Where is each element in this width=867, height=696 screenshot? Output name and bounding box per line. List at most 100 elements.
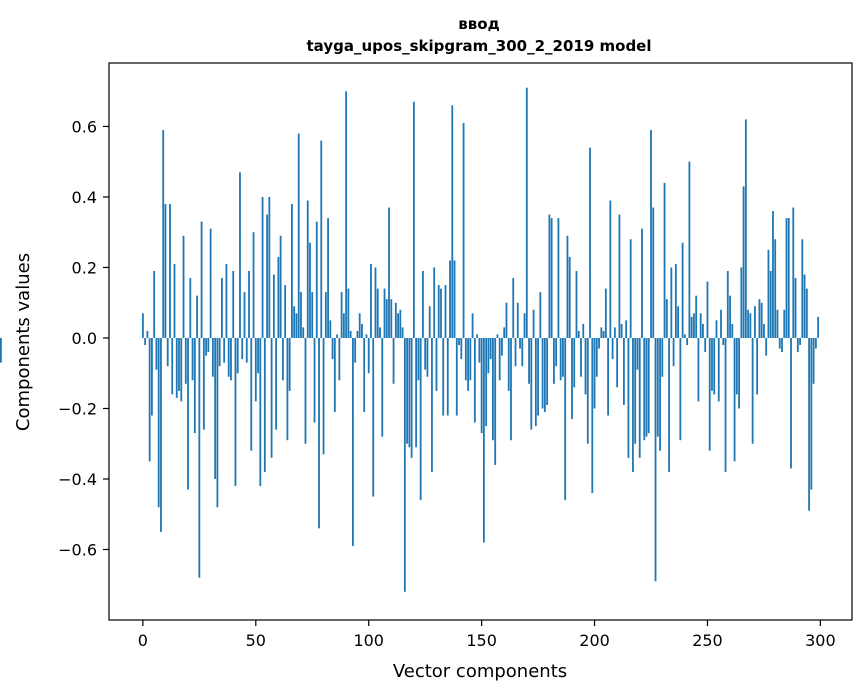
bar xyxy=(349,330,352,338)
bar xyxy=(489,337,492,360)
bar xyxy=(322,337,325,455)
bar xyxy=(729,295,731,338)
bar xyxy=(196,295,198,338)
bar xyxy=(250,337,253,451)
bar xyxy=(426,337,429,377)
bar xyxy=(336,334,338,338)
bar xyxy=(270,337,273,458)
bar xyxy=(494,337,497,465)
bar xyxy=(724,337,727,472)
bar xyxy=(184,337,187,384)
bar xyxy=(774,239,777,338)
bar xyxy=(390,299,393,338)
bar xyxy=(733,337,736,462)
bar xyxy=(175,337,178,398)
bar xyxy=(647,337,650,434)
bar xyxy=(604,288,607,338)
y-tick-label: −0.6 xyxy=(58,540,97,559)
bar xyxy=(347,288,350,338)
bar xyxy=(376,288,379,338)
x-tick-label: 150 xyxy=(466,631,497,650)
bar xyxy=(313,337,316,423)
bar xyxy=(641,228,643,338)
bar xyxy=(616,337,619,388)
bar xyxy=(223,337,226,363)
bar xyxy=(772,211,774,338)
bar xyxy=(731,323,734,338)
bar xyxy=(469,337,472,381)
bar xyxy=(704,337,707,353)
bar xyxy=(512,278,515,338)
bar xyxy=(435,337,438,391)
bar xyxy=(478,337,481,363)
bar xyxy=(293,306,296,338)
bar xyxy=(200,221,203,338)
bar xyxy=(245,337,248,363)
bar xyxy=(568,256,571,338)
bar xyxy=(419,337,422,501)
y-tick-label: 0.6 xyxy=(72,117,97,136)
bar xyxy=(169,204,171,338)
bar xyxy=(539,292,542,338)
bar xyxy=(408,337,411,448)
bar xyxy=(166,337,169,367)
bar xyxy=(146,330,149,338)
bar xyxy=(157,337,160,508)
bar xyxy=(358,313,361,338)
bar xyxy=(403,337,406,592)
bar xyxy=(602,330,605,338)
bar xyxy=(636,337,639,370)
bar xyxy=(151,337,153,416)
bar xyxy=(399,309,402,338)
y-axis-ticks: −0.6 −0.4 −0.2 0.0 0.2 0.4 0.6 xyxy=(58,117,109,559)
bar xyxy=(164,204,167,338)
bar xyxy=(620,323,623,338)
bar xyxy=(394,302,397,338)
bar xyxy=(607,337,609,416)
bar xyxy=(589,147,591,338)
bar xyxy=(272,274,275,338)
bar xyxy=(205,337,208,356)
bar xyxy=(670,267,673,338)
x-tick-label: 100 xyxy=(353,631,384,650)
bar xyxy=(352,337,354,546)
bar xyxy=(417,337,420,381)
bar xyxy=(679,337,682,441)
bar xyxy=(738,337,740,409)
bar xyxy=(702,323,704,338)
bar xyxy=(808,337,810,511)
bar xyxy=(232,270,235,338)
bar xyxy=(803,274,806,338)
bar xyxy=(266,214,268,338)
bar xyxy=(442,337,445,416)
bar xyxy=(717,337,720,402)
bar xyxy=(268,196,271,338)
bar xyxy=(471,313,474,338)
bar xyxy=(711,337,713,391)
bar xyxy=(342,313,345,338)
bar xyxy=(663,182,666,338)
bar xyxy=(428,306,431,338)
bar xyxy=(668,337,670,472)
bar xyxy=(422,270,424,338)
bar xyxy=(370,263,372,338)
bar xyxy=(555,337,558,367)
bar xyxy=(548,214,551,338)
bar xyxy=(460,337,463,360)
x-tick-label: 250 xyxy=(692,631,723,650)
bars-group xyxy=(0,87,820,592)
bar xyxy=(178,337,180,391)
bar xyxy=(492,337,494,441)
bar xyxy=(331,337,334,360)
bar xyxy=(801,239,804,338)
bar xyxy=(792,207,795,338)
bar xyxy=(627,337,630,458)
bar xyxy=(148,337,151,462)
bar xyxy=(243,292,246,338)
bar xyxy=(333,337,336,412)
y-axis-label: Components values xyxy=(13,253,34,431)
bar xyxy=(643,337,646,441)
bar xyxy=(281,337,284,381)
bar xyxy=(385,299,388,338)
bar xyxy=(593,337,596,409)
